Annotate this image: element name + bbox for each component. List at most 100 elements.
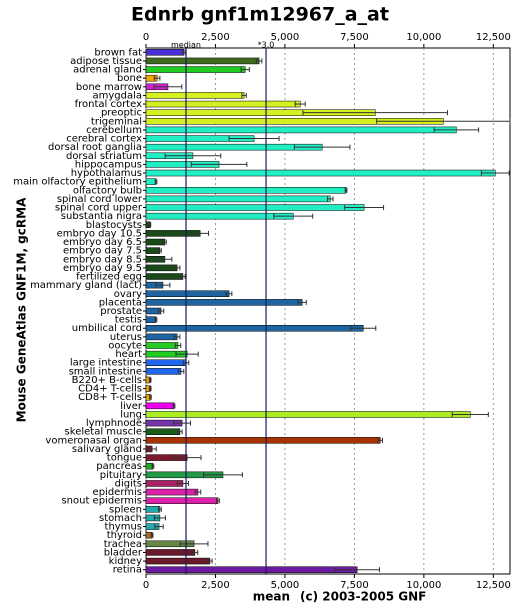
y-tick-label: embryo day 8.5 bbox=[63, 254, 142, 265]
credit: (c) 2003-2005 GNF bbox=[300, 590, 426, 604]
error-bar bbox=[148, 377, 152, 383]
error-bar bbox=[203, 472, 243, 478]
y-tick-label: prostate bbox=[100, 306, 142, 317]
y-tick-label: snout epidermis bbox=[61, 496, 142, 507]
y-tick-label: pancreas bbox=[96, 461, 142, 472]
bar bbox=[145, 169, 496, 177]
y-tick-label: spinal cord upper bbox=[55, 203, 143, 214]
bar bbox=[145, 506, 161, 513]
y-tick-label: mammary gland (lact) bbox=[30, 280, 142, 291]
x-tick-label: 7,500 bbox=[340, 580, 369, 591]
error-bar bbox=[240, 67, 250, 73]
error-bar bbox=[153, 75, 161, 81]
y-tick-label: hippocampus bbox=[75, 159, 142, 170]
y-tick-label: spleen bbox=[109, 504, 142, 515]
y-tick-label: hypothalamus bbox=[71, 168, 142, 179]
bar bbox=[145, 549, 196, 556]
error-bar bbox=[158, 506, 162, 512]
x-tick-label: 5,000 bbox=[271, 580, 300, 591]
error-bar bbox=[154, 179, 158, 185]
y-tick-label: pituitary bbox=[100, 470, 142, 481]
y-tick-label: cerebellum bbox=[86, 125, 142, 136]
bar bbox=[145, 333, 178, 341]
y-tick-label: dorsal striatum bbox=[66, 151, 142, 162]
error-bar bbox=[149, 394, 152, 400]
x-tick-label: 10,000 bbox=[406, 32, 441, 43]
bar bbox=[145, 557, 211, 565]
error-bar bbox=[164, 153, 222, 159]
error-bar bbox=[194, 489, 202, 495]
error-bar bbox=[302, 110, 448, 116]
error-bar bbox=[451, 411, 489, 417]
error-bar bbox=[433, 127, 480, 133]
y-tick-label: large intestine bbox=[70, 358, 142, 369]
error-bar bbox=[294, 101, 306, 107]
bar bbox=[145, 100, 301, 108]
y-tick-label: olfactory bulb bbox=[73, 185, 142, 196]
y-tick-label: vomeronasal organ bbox=[45, 435, 142, 446]
error-bar bbox=[334, 567, 380, 573]
y-axis-label: Mouse GeneAtlas GNF1M, gcRMA bbox=[15, 197, 29, 422]
bar bbox=[145, 57, 260, 65]
bar bbox=[145, 126, 457, 134]
error-bar bbox=[207, 558, 213, 564]
bar bbox=[145, 488, 199, 496]
bar bbox=[145, 247, 161, 254]
bar bbox=[145, 566, 358, 573]
y-tick-label: bone bbox=[117, 73, 142, 84]
y-tick-label: testis bbox=[115, 315, 142, 326]
y-tick-label: uterus bbox=[110, 332, 142, 343]
x-tick-label: 0 bbox=[143, 32, 149, 43]
y-tick-label: thymus bbox=[105, 522, 142, 533]
y-tick-label: epidermis bbox=[93, 487, 142, 498]
bar bbox=[145, 264, 178, 272]
y-tick-label: CD4+ T-cells bbox=[78, 384, 142, 395]
y-tick-label: CD8+ T-cells bbox=[78, 392, 142, 403]
bar bbox=[145, 178, 157, 185]
bar bbox=[145, 324, 364, 332]
bar bbox=[145, 195, 331, 203]
y-tick-label: fertilized egg bbox=[76, 272, 142, 283]
error-bar bbox=[180, 274, 186, 280]
y-tick-label: trachea bbox=[104, 539, 142, 550]
y-tick-label: embryo day 10.5 bbox=[57, 228, 142, 239]
y-tick-label: cerebral cortex bbox=[66, 134, 142, 145]
bar bbox=[145, 359, 187, 366]
bar bbox=[145, 273, 184, 280]
y-tick-label: adipose tissue bbox=[70, 56, 142, 67]
y-tick-label: brown fat bbox=[94, 47, 142, 58]
error-bar bbox=[173, 265, 181, 271]
bar bbox=[145, 238, 166, 246]
y-tick-label: salivary gland bbox=[72, 444, 142, 455]
error-bar bbox=[149, 222, 152, 228]
error-bar bbox=[153, 84, 183, 90]
y-tick-label: amygdala bbox=[92, 90, 142, 101]
y-tick-label: B220+ B-cells bbox=[72, 375, 142, 386]
error-bar bbox=[148, 386, 152, 392]
error-bar bbox=[228, 136, 280, 142]
y-tick-label: embryo day 6.5 bbox=[63, 237, 142, 248]
y-tick-label: embryo day 9.5 bbox=[63, 263, 142, 274]
x-tick-label: 7,500 bbox=[340, 32, 369, 43]
error-bar bbox=[154, 524, 164, 530]
error-bar bbox=[326, 196, 334, 202]
reference-label: *3.0 bbox=[258, 41, 275, 50]
y-tick-label: thyroid bbox=[107, 530, 142, 541]
y-tick-label: digits bbox=[115, 478, 142, 489]
error-bar bbox=[155, 282, 171, 288]
x-tick-label: 12,500 bbox=[476, 32, 511, 43]
y-tick-label: trigeminal bbox=[91, 116, 142, 127]
error-bar bbox=[157, 308, 165, 314]
x-axis-label: mean bbox=[253, 590, 290, 604]
y-tick-label: placenta bbox=[99, 297, 142, 308]
error-bar bbox=[273, 213, 314, 219]
error-bar bbox=[177, 368, 185, 374]
bar bbox=[145, 299, 303, 306]
error-bar bbox=[350, 325, 377, 331]
y-tick-label: adrenal gland bbox=[73, 65, 142, 76]
y-tick-label: ovary bbox=[114, 289, 142, 300]
y-tick-label: small intestine bbox=[69, 366, 142, 377]
y-tick-label: blastocysts bbox=[86, 220, 142, 231]
bar bbox=[145, 204, 365, 211]
